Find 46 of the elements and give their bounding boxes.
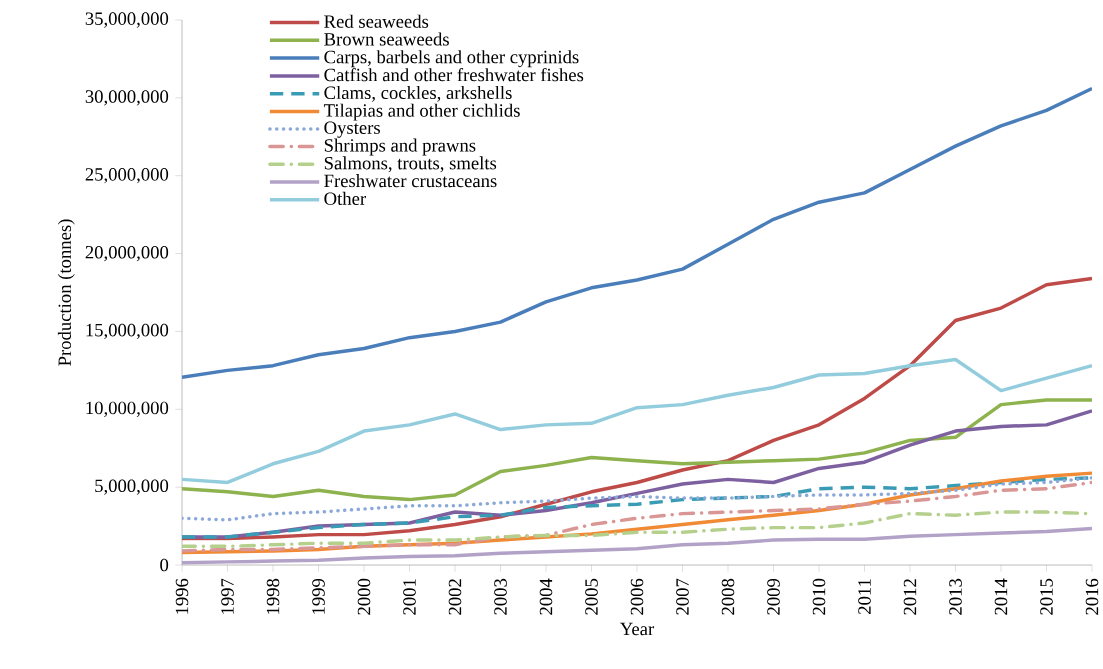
line-series xyxy=(182,357,1093,485)
legend-label: Catfish and other freshwater fishes xyxy=(324,67,584,82)
line-series xyxy=(182,476,1093,522)
x-tick-label: 2007 xyxy=(676,578,689,615)
x-tick-label: 2012 xyxy=(903,579,917,615)
legend-label: Freshwater crustaceans xyxy=(324,174,497,188)
x-tick-label: 2004 xyxy=(539,578,553,615)
y-tick-label: 25,000,000 xyxy=(85,168,169,184)
y-tick-label: 20,000,000 xyxy=(85,245,169,262)
line-series xyxy=(182,86,1093,380)
y-tick-label: 10,000,000 xyxy=(86,401,169,417)
legend-label: Clams, cockles, arkshells xyxy=(324,85,512,102)
y-tick-label: 30,000,000 xyxy=(85,90,169,106)
legend-label: Carps, barbels and other cyprinids xyxy=(324,50,579,68)
x-tick-label: 1999 xyxy=(312,578,325,614)
line-series xyxy=(182,398,1093,502)
y-tick-label: 35,000,000 xyxy=(85,12,169,28)
x-tick-label: 1996 xyxy=(175,578,189,614)
y-axis-title: Production (tonnes) xyxy=(57,219,75,366)
legend-label: Tilapias and other cichlids xyxy=(323,103,520,121)
x-tick-label: 2008 xyxy=(721,578,735,615)
x-tick-label: 2015 xyxy=(1040,578,1053,615)
x-axis-title: Year xyxy=(620,622,655,636)
x-tick-label: 1997 xyxy=(221,578,234,614)
x-tick-label: 2000 xyxy=(357,578,371,615)
x-tick-label: 2013 xyxy=(949,578,962,615)
x-tick-label: 1998 xyxy=(266,578,280,614)
legend-label: Red seaweeds xyxy=(324,14,429,28)
x-tick-label: 2009 xyxy=(767,578,780,615)
legend-label: Oysters xyxy=(324,121,380,138)
legend-label: Shrimps and prawns xyxy=(324,138,476,156)
x-tick-label: 2011 xyxy=(858,579,871,614)
x-tick-label: 2014 xyxy=(994,578,1008,615)
x-tick-label: 2006 xyxy=(630,578,644,615)
x-tick-label: 2001 xyxy=(403,579,416,615)
x-tick-label: 2005 xyxy=(585,578,598,615)
legend-label: Brown seaweeds xyxy=(324,32,449,46)
y-tick-label: 0 xyxy=(160,558,169,572)
legend-label: Other xyxy=(324,191,366,205)
x-tick-label: 2003 xyxy=(494,578,507,615)
x-tick-label: 2002 xyxy=(448,579,462,615)
y-tick-label: 5,000,000 xyxy=(95,479,169,495)
x-tick-label: 2010 xyxy=(812,578,826,615)
legend-label: Salmons, trouts, smelts xyxy=(324,156,497,173)
x-tick-label: 2016 xyxy=(1085,578,1099,615)
y-tick-label: 15,000,000 xyxy=(86,323,169,340)
